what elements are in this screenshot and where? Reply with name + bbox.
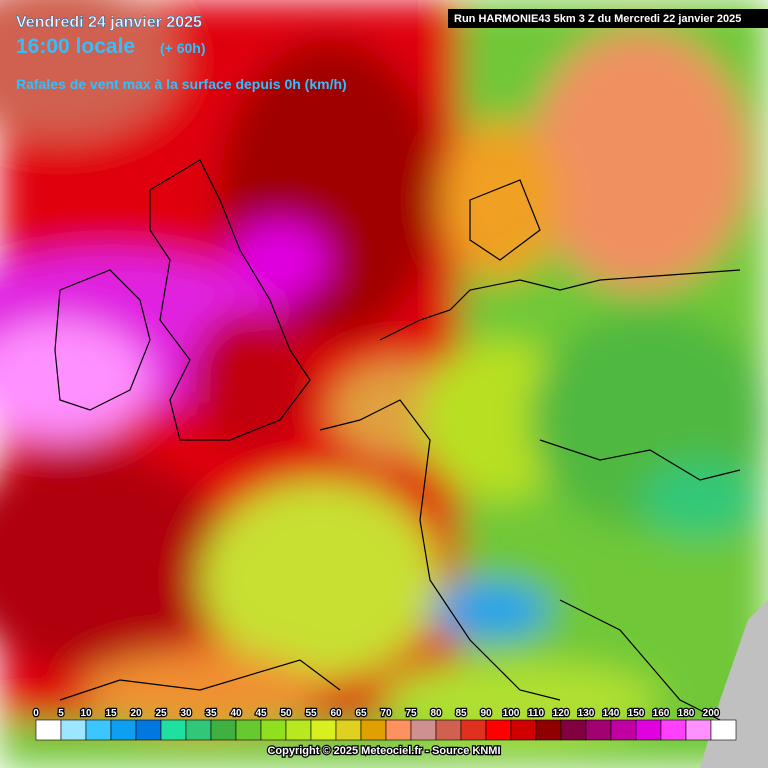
- legend-label: 25: [155, 708, 167, 719]
- forecast-offset: (+ 60h): [160, 40, 206, 56]
- legend-swatch: [135, 719, 162, 741]
- legend-label: 30: [180, 708, 192, 719]
- legend-swatch: [510, 719, 537, 741]
- legend-label: 140: [603, 708, 620, 719]
- legend-label: 130: [578, 708, 595, 719]
- legend-swatch: [110, 719, 137, 741]
- legend-swatch: [260, 719, 287, 741]
- legend-label: 10: [80, 708, 92, 719]
- legend-swatch: [385, 719, 412, 741]
- legend-label: 80: [430, 708, 442, 719]
- forecast-time: 16:00 locale: [16, 35, 135, 58]
- legend-swatch: [85, 719, 112, 741]
- legend-swatch: [310, 719, 337, 741]
- legend-swatch: [635, 719, 662, 741]
- legend-label: 90: [480, 708, 492, 719]
- run-banner: [448, 9, 768, 28]
- legend-label: 50: [280, 708, 292, 719]
- legend-label: 200: [703, 708, 720, 719]
- legend-swatch: [535, 719, 562, 741]
- legend-swatch: [460, 719, 487, 741]
- legend-swatch: [485, 719, 512, 741]
- legend-label: 20: [130, 708, 142, 719]
- legend-swatch: [335, 719, 362, 741]
- legend-label: 180: [678, 708, 695, 719]
- legend-swatch: [360, 719, 387, 741]
- legend-swatch: [210, 719, 237, 741]
- legend-label: 120: [553, 708, 570, 719]
- legend-label: 60: [330, 708, 342, 719]
- legend-swatch: [185, 719, 212, 741]
- legend-label: 100: [503, 708, 520, 719]
- copyright: Copyright © 2025 Meteociel.fr - Source K…: [267, 745, 500, 757]
- legend: 0 5 10 15 20 25 30 35 40 45 50 55 60 65 70 75 80 85 90 100 1…: [32, 707, 737, 741]
- legend-swatch: [560, 719, 587, 741]
- legend-label: 5: [58, 708, 64, 719]
- legend-swatch: [60, 719, 87, 741]
- legend-label: 65: [355, 708, 367, 719]
- legend-swatch: [685, 719, 712, 741]
- legend-swatch: [35, 719, 62, 741]
- legend-label: 45: [255, 708, 267, 719]
- legend-swatch: [610, 719, 637, 741]
- legend-label: 110: [528, 708, 545, 719]
- legend-swatch: [660, 719, 687, 741]
- map-subtitle: Rafales de vent max à la surface depuis …: [16, 76, 347, 92]
- legend-label: 35: [205, 708, 217, 719]
- run-info: Run HARMONIE43 5km 3 Z du Mercredi 22 ja…: [454, 13, 741, 25]
- legend-label: 150: [628, 708, 645, 719]
- legend-swatch: [160, 719, 187, 741]
- legend-swatch: [285, 719, 312, 741]
- legend-label: 85: [455, 708, 467, 719]
- legend-label: 70: [380, 708, 392, 719]
- coastlines: [54, 159, 741, 721]
- legend-swatch: [585, 719, 612, 741]
- legend-label: 160: [653, 708, 670, 719]
- legend-label: 0: [33, 708, 39, 719]
- legend-swatch: [410, 719, 437, 741]
- forecast-date: Vendredi 24 janvier 2025: [16, 14, 202, 31]
- legend-swatch: [435, 719, 462, 741]
- legend-swatch: [710, 719, 737, 741]
- legend-label: 40: [230, 708, 242, 719]
- legend-label: 75: [405, 708, 417, 719]
- legend-swatch: [235, 719, 262, 741]
- legend-label: 55: [305, 708, 317, 719]
- legend-label: 15: [105, 708, 117, 719]
